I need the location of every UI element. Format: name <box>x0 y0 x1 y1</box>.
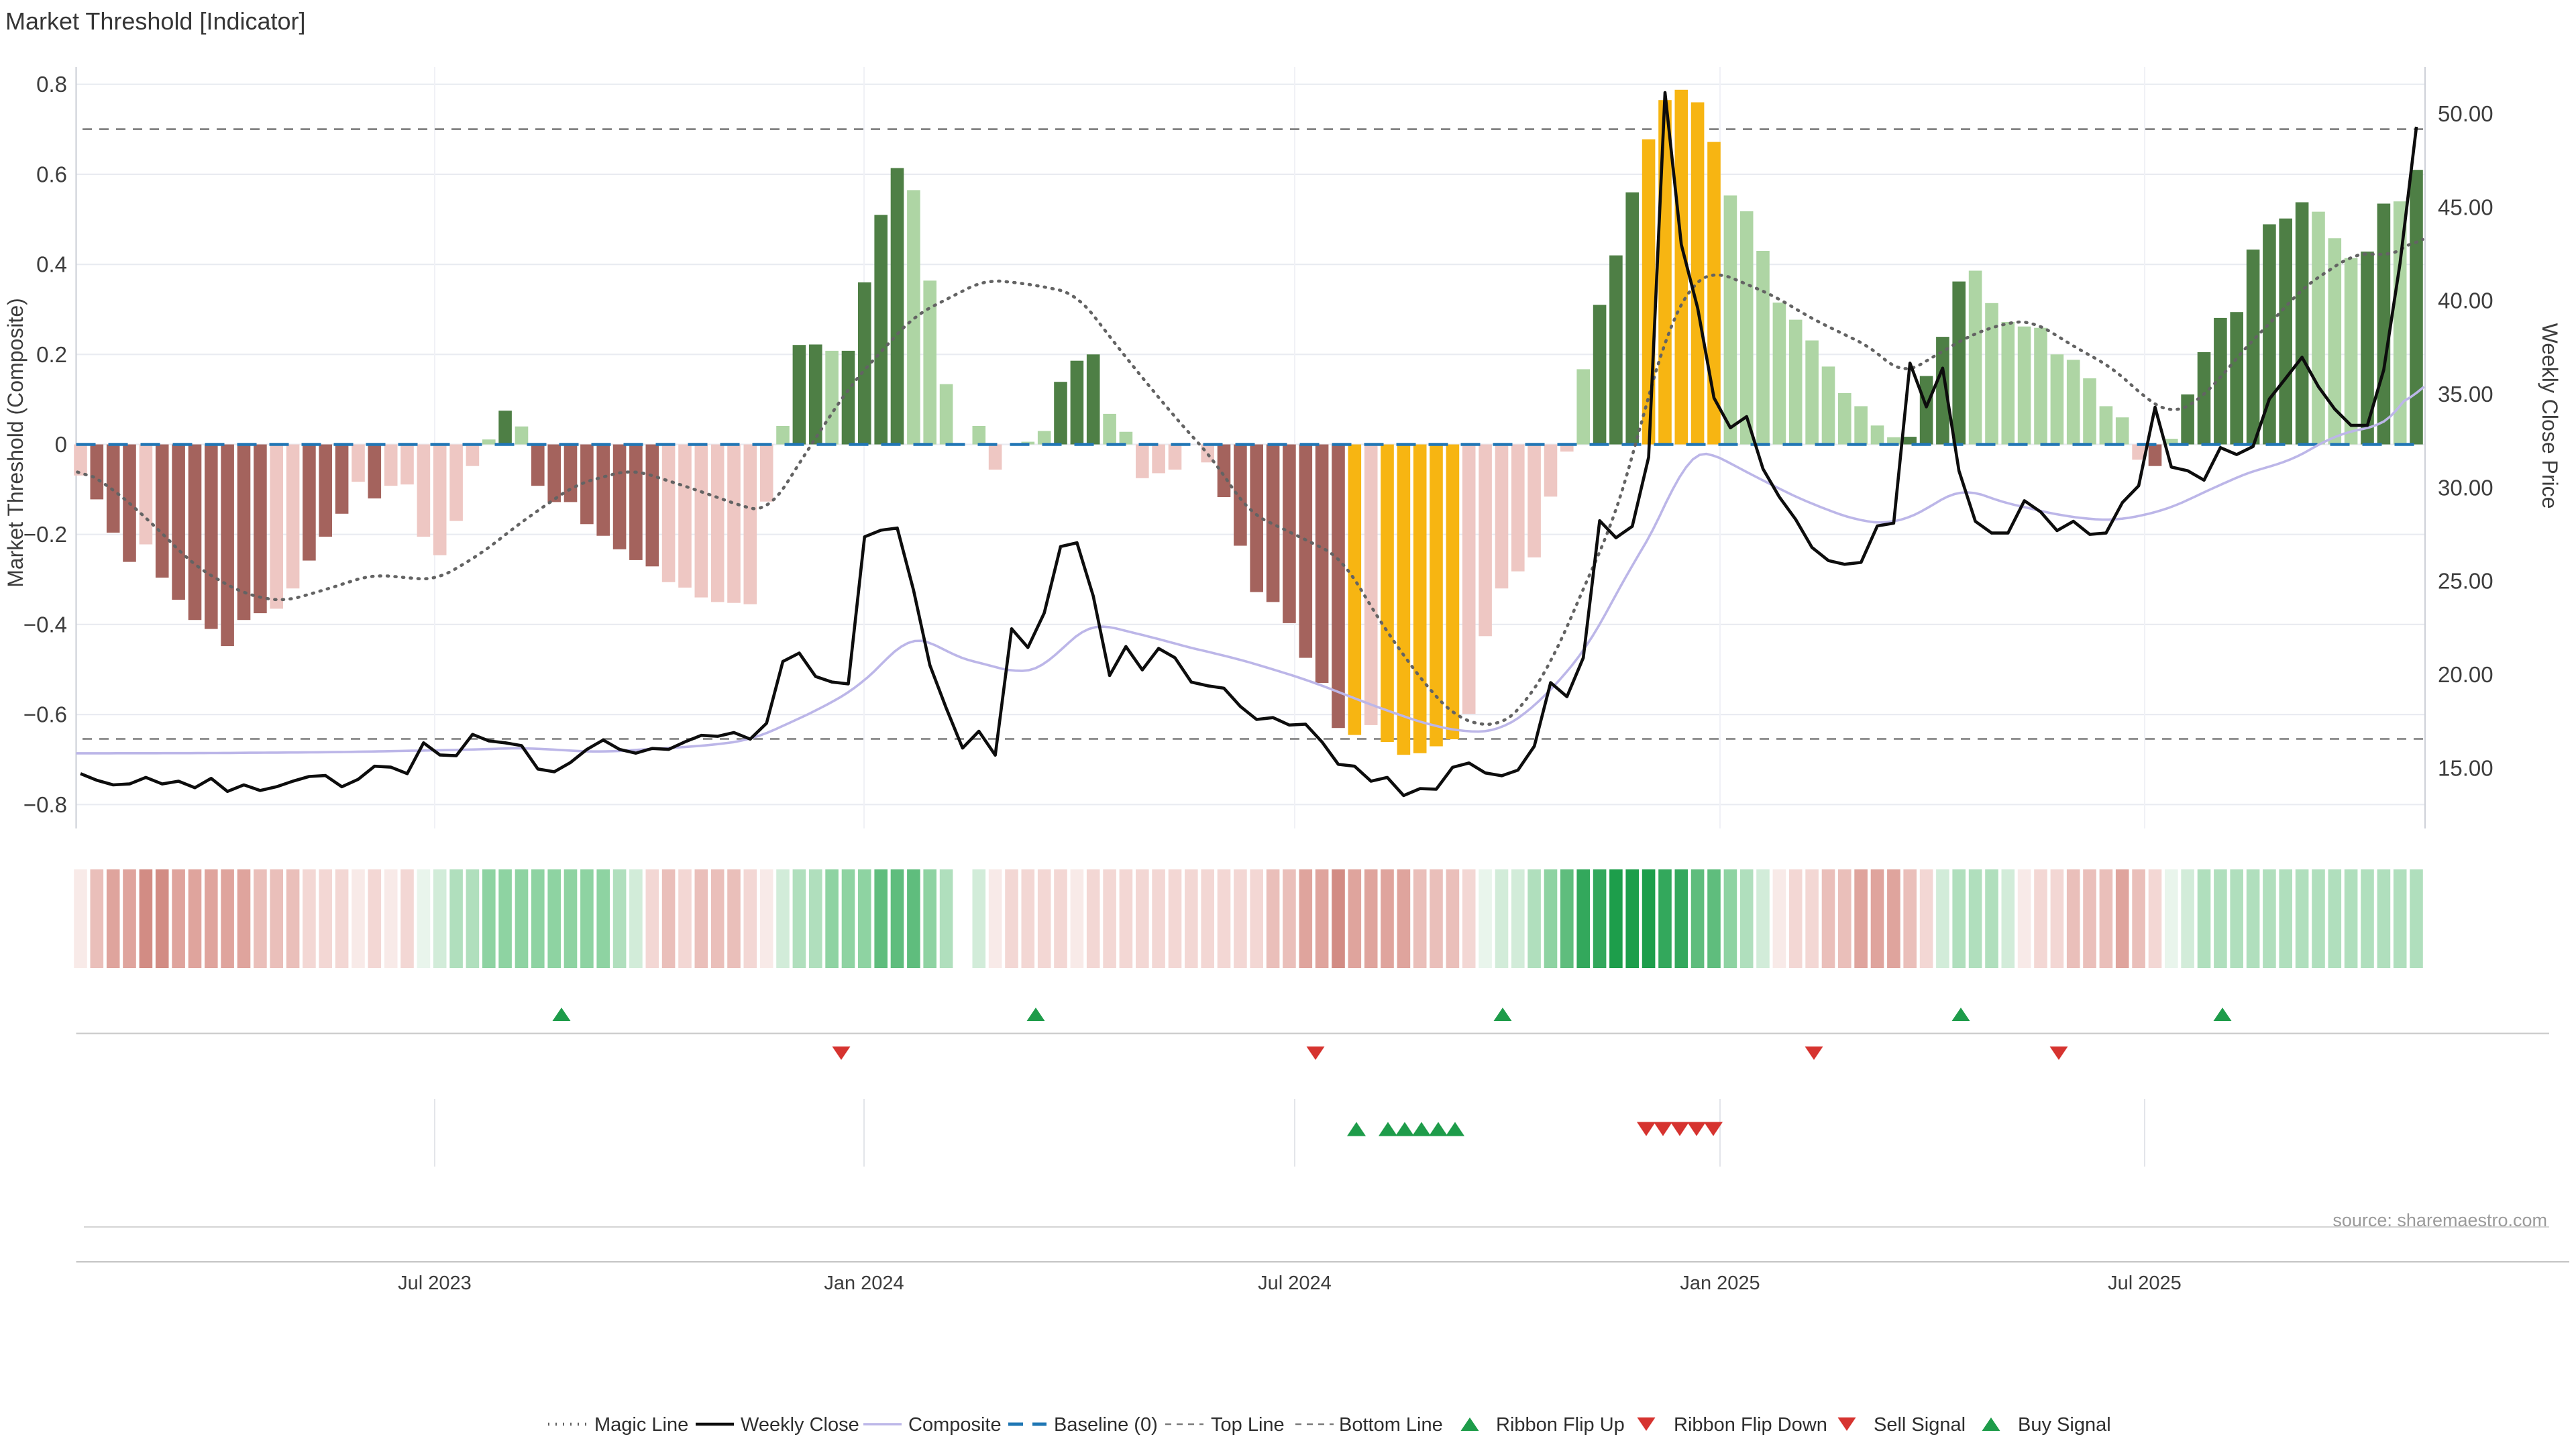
svg-text:Ribbon Flip Down: Ribbon Flip Down <box>1674 1414 1827 1436</box>
svg-text:0.2: 0.2 <box>36 342 67 367</box>
svg-text:25.00: 25.00 <box>2438 569 2493 594</box>
svg-text:Ribbon Flip Up: Ribbon Flip Up <box>1496 1414 1625 1436</box>
svg-text:Weekly Close: Weekly Close <box>741 1414 859 1436</box>
svg-text:−0.4: −0.4 <box>23 612 67 637</box>
svg-text:Buy Signal: Buy Signal <box>2018 1414 2111 1436</box>
svg-text:45.00: 45.00 <box>2438 195 2493 219</box>
svg-text:Jul 2024: Jul 2024 <box>1258 1273 1332 1294</box>
svg-text:0.6: 0.6 <box>36 162 67 186</box>
svg-text:30.00: 30.00 <box>2438 475 2493 500</box>
svg-text:0.8: 0.8 <box>36 72 67 97</box>
svg-text:−0.8: −0.8 <box>23 792 67 817</box>
svg-text:50.00: 50.00 <box>2438 101 2493 126</box>
svg-text:Sell Signal: Sell Signal <box>1874 1414 1966 1436</box>
svg-text:20.00: 20.00 <box>2438 662 2493 687</box>
svg-text:Top Line: Top Line <box>1211 1414 1285 1436</box>
svg-text:Magic Line: Magic Line <box>594 1414 688 1436</box>
svg-text:Baseline (0): Baseline (0) <box>1054 1414 1158 1436</box>
svg-text:Composite: Composite <box>908 1414 1002 1436</box>
svg-text:Jan 2025: Jan 2025 <box>1680 1273 1760 1294</box>
svg-text:−0.2: −0.2 <box>23 522 67 547</box>
svg-text:Bottom Line: Bottom Line <box>1339 1414 1443 1436</box>
svg-text:0.4: 0.4 <box>36 252 67 277</box>
svg-text:Jul 2025: Jul 2025 <box>2108 1273 2182 1294</box>
svg-text:Jul 2023: Jul 2023 <box>398 1273 472 1294</box>
svg-text:source: sharemaestro.com: source: sharemaestro.com <box>2332 1210 2547 1230</box>
svg-text:Market Threshold (Composite): Market Threshold (Composite) <box>3 298 28 588</box>
svg-text:Weekly Close Price: Weekly Close Price <box>2538 323 2562 509</box>
svg-text:0: 0 <box>55 432 67 457</box>
svg-text:40.00: 40.00 <box>2438 288 2493 313</box>
svg-text:15.00: 15.00 <box>2438 756 2493 781</box>
svg-text:35.00: 35.00 <box>2438 382 2493 407</box>
svg-text:Market Threshold [Indicator]: Market Threshold [Indicator] <box>5 7 306 35</box>
svg-text:Jan 2024: Jan 2024 <box>824 1273 904 1294</box>
svg-text:−0.6: −0.6 <box>23 702 67 727</box>
